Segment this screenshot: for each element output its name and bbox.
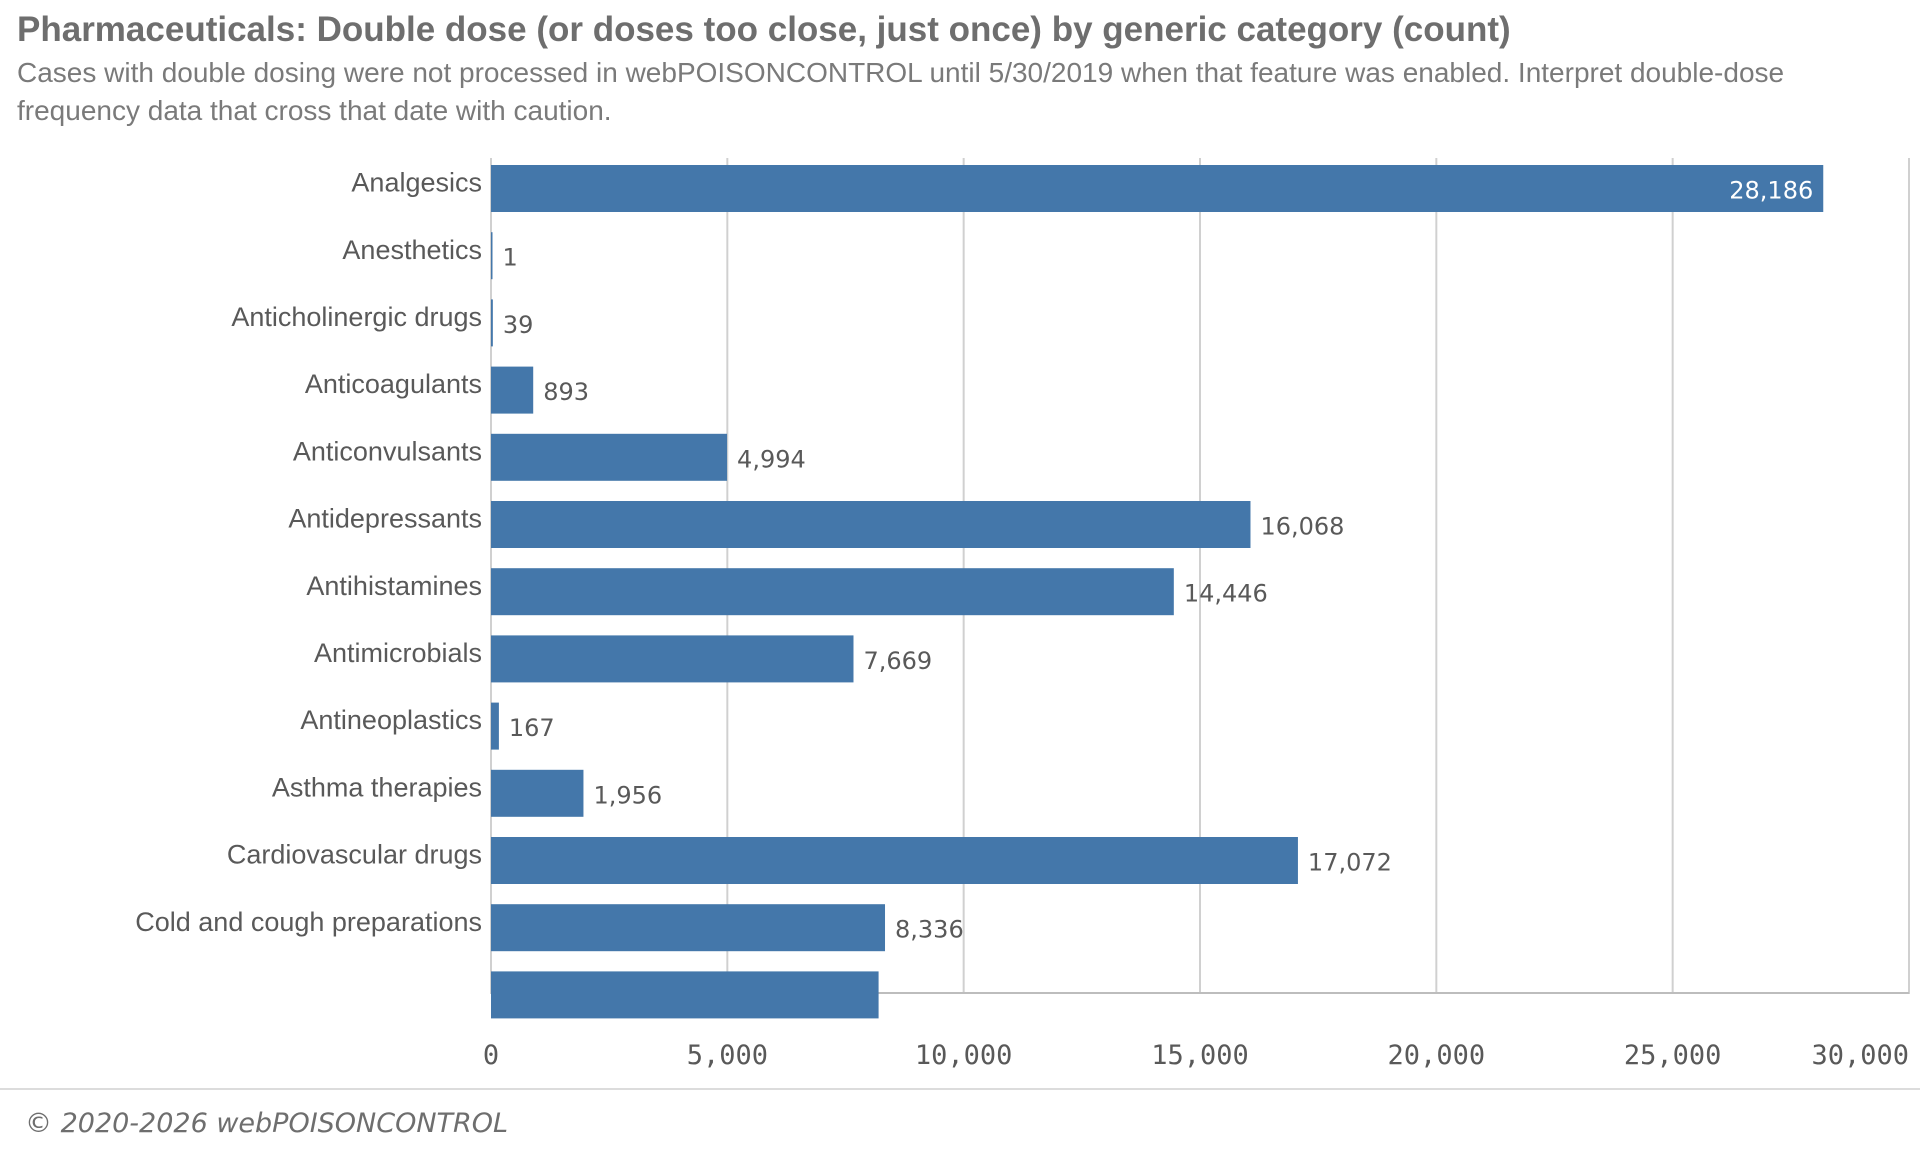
category-label: Asthma therapies [272,772,482,802]
footer-divider [0,1088,1920,1090]
x-tick-label: 5,000 [687,1040,768,1071]
category-label: Cold and cough preparations [135,907,482,937]
chart-title: Pharmaceuticals: Double dose (or doses t… [17,10,1511,49]
bar [491,232,493,280]
bar [491,635,854,683]
data-label: 1 [503,244,518,272]
category-label: Cardiovascular drugs [227,840,482,870]
bar [491,501,1251,548]
category-label: Analgesics [351,168,482,198]
category-label: Antineoplastics [300,705,482,735]
data-label: 7,669 [863,647,932,675]
data-label: 39 [503,311,534,339]
bar [491,299,493,347]
data-label: 1,956 [593,781,662,809]
bar [491,904,886,952]
x-tick-label: 30,000 [1811,1040,1909,1071]
bar [491,165,1824,212]
category-label: Anticoagulants [305,369,482,399]
bar [491,971,879,1019]
category-label: Anticonvulsants [293,436,482,466]
x-tick-label: 15,000 [1151,1040,1249,1071]
bar [491,568,1174,616]
data-label: 167 [509,714,555,742]
data-label: 28,186 [1729,177,1813,205]
bar [491,702,499,750]
x-tick-label: 25,000 [1624,1040,1722,1071]
category-label: Antidepressants [288,504,482,534]
category-label: Antihistamines [306,571,482,601]
data-label: 17,072 [1308,849,1392,877]
category-label: Anesthetics [342,235,482,265]
bar [491,433,728,481]
data-label: 16,068 [1260,513,1344,541]
x-tick-label: 0 [483,1040,499,1071]
category-label: Anticholinergic drugs [231,302,482,332]
bar-chart: 0 5,000 10,000 15,000 20,000 25,000 30,000 Anal… [135,158,1910,1071]
x-tick-label: 10,000 [915,1040,1013,1071]
data-label: 893 [543,378,589,406]
data-label: 14,446 [1184,580,1268,608]
bar [491,366,534,414]
data-label: 8,336 [895,916,964,944]
bar [491,837,1298,884]
chart-subtitle: Cases with double dosing were not proces… [17,57,1785,126]
bar [491,769,584,817]
data-label: 4,994 [737,445,806,473]
footer-copyright: © 2020-2026 webPOISONCONTROL [25,1108,509,1139]
category-label: Antimicrobials [314,638,482,668]
x-tick-label: 20,000 [1388,1040,1486,1071]
